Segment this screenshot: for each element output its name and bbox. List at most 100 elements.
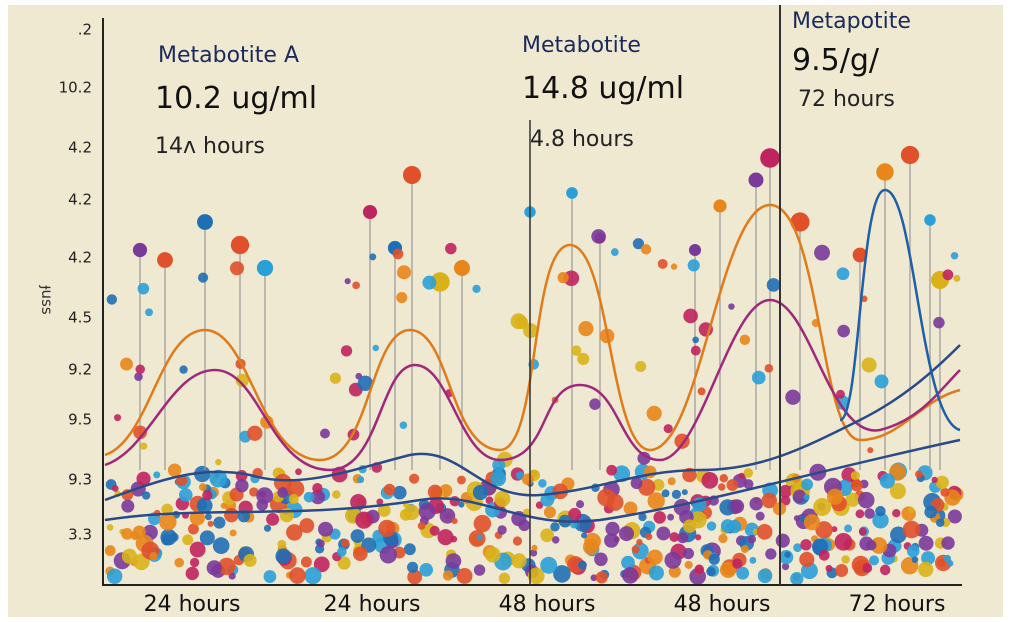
dot: [515, 316, 528, 329]
dot: [264, 525, 271, 532]
dot: [472, 285, 480, 293]
dot: [409, 474, 419, 484]
dot: [664, 552, 681, 569]
dot: [558, 272, 569, 283]
dot: [133, 526, 146, 539]
annotation-time: 4.8 hours: [530, 127, 634, 152]
dot: [730, 499, 744, 513]
dot: [718, 483, 726, 491]
dot: [632, 545, 640, 553]
dot: [197, 214, 213, 230]
dot: [138, 283, 150, 295]
dot: [372, 345, 379, 352]
dot: [578, 321, 593, 336]
x-tick-label: 72 hours: [849, 592, 946, 617]
dot: [837, 267, 850, 280]
dot: [867, 447, 873, 453]
annotation-name: Metapotite: [792, 9, 911, 34]
y-tick-label: .2: [78, 21, 92, 39]
dot: [443, 570, 453, 580]
dot: [707, 521, 716, 530]
dot: [257, 260, 273, 276]
dot: [760, 148, 780, 168]
dot: [341, 345, 352, 356]
annotation-amount: 14.8 ug/ml: [522, 71, 684, 106]
dot: [540, 557, 557, 574]
dot: [404, 543, 416, 555]
dot: [869, 555, 879, 565]
y-tick-label: 10.2: [59, 79, 92, 97]
dot: [121, 528, 133, 540]
dot: [157, 252, 173, 268]
dot: [186, 567, 199, 580]
dot: [140, 442, 147, 449]
dot: [474, 515, 491, 532]
dot: [689, 244, 701, 256]
annotation-name: Metabotite: [522, 33, 641, 58]
dot: [924, 506, 937, 519]
dot: [866, 540, 876, 550]
dot: [749, 497, 762, 510]
dot: [169, 532, 178, 541]
x-tick-label: 48 hours: [499, 592, 596, 617]
dot: [936, 518, 945, 527]
dot: [190, 542, 206, 558]
annotation-name: Metabotite A: [158, 43, 299, 68]
dot: [862, 563, 872, 573]
dot: [231, 236, 249, 254]
dot: [107, 294, 117, 304]
dot: [844, 524, 852, 532]
dot: [619, 526, 634, 541]
dot: [739, 473, 745, 479]
dot: [550, 522, 559, 531]
dot: [120, 358, 133, 371]
dot: [804, 494, 810, 500]
y-tick-label: 4.2: [68, 249, 92, 267]
dot: [597, 489, 615, 507]
dot: [749, 557, 756, 564]
dot: [256, 499, 268, 511]
dot: [935, 476, 948, 489]
dot: [518, 519, 530, 531]
dot: [645, 533, 652, 540]
dot: [445, 243, 456, 254]
dot: [919, 536, 934, 551]
dot: [880, 473, 895, 488]
dot: [756, 512, 765, 521]
dot: [304, 492, 315, 503]
dot: [736, 567, 749, 580]
dot: [907, 545, 920, 558]
dot: [859, 528, 867, 536]
dot: [244, 554, 257, 567]
dot: [208, 521, 214, 527]
dot: [671, 263, 677, 269]
dot: [682, 489, 688, 495]
annotation-time: 72 hours: [798, 87, 895, 112]
dot: [790, 572, 803, 585]
dot: [732, 558, 742, 568]
dot: [332, 490, 341, 499]
dot: [933, 317, 944, 328]
dot: [318, 522, 333, 537]
dot: [428, 485, 442, 499]
dot: [198, 273, 208, 283]
dot: [767, 278, 781, 292]
dot: [776, 534, 790, 548]
dot: [851, 480, 863, 492]
dot: [858, 492, 875, 509]
dot: [393, 249, 404, 260]
dot: [827, 489, 843, 505]
dot: [785, 390, 800, 405]
dot: [841, 555, 849, 563]
dot: [953, 275, 960, 282]
dot: [698, 387, 706, 395]
dot: [286, 524, 302, 540]
dot: [577, 353, 589, 365]
dot: [213, 537, 230, 554]
dot: [174, 558, 184, 568]
dot: [213, 517, 225, 529]
dot: [855, 509, 864, 518]
dot: [611, 248, 619, 256]
dot: [378, 520, 395, 537]
dot: [454, 260, 470, 276]
